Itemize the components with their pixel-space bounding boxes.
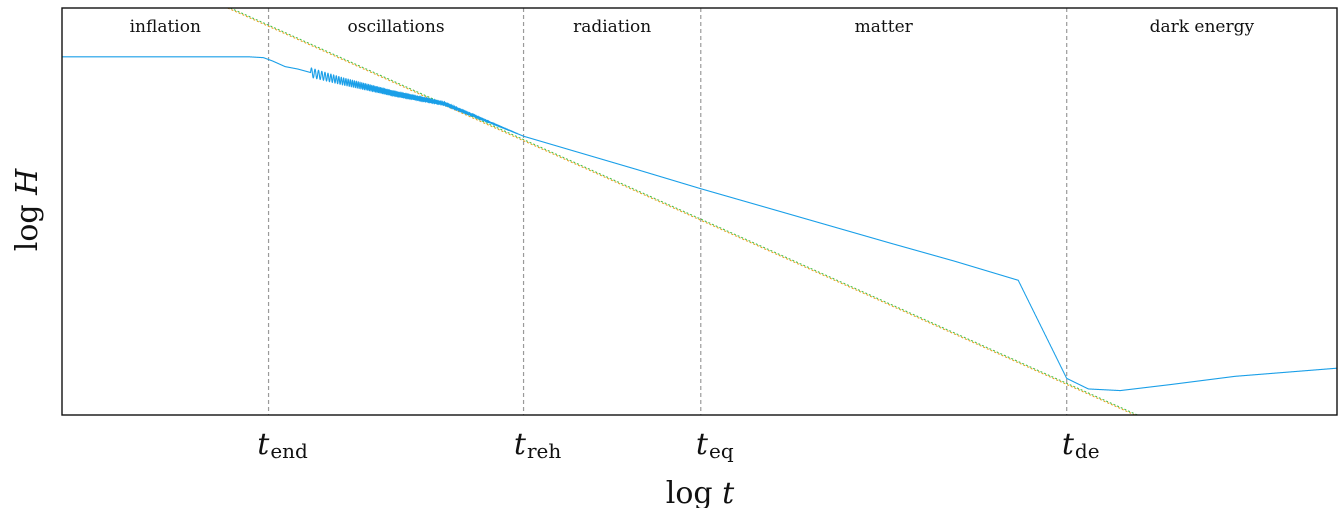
x-axis-label: log t: [666, 476, 735, 508]
tick-label-eq: teq: [696, 427, 734, 463]
tick-label-de: tde: [1062, 427, 1100, 463]
axes-frame: [61, 7, 1338, 416]
tick-label-end: tend: [257, 427, 308, 463]
region-label-dark-energy: dark energy: [1150, 17, 1255, 37]
label-layer: inflation oscillations radiation matter dark…: [130, 17, 1255, 463]
region-label-inflation: inflation: [130, 17, 201, 37]
reference-line-2: [227, 8, 1137, 415]
plot-area: [61, 7, 1338, 416]
tick-label-reh: treh: [514, 427, 561, 463]
region-label-oscillations: oscillations: [347, 17, 444, 37]
hubble-curve: [62, 56, 1337, 392]
region-label-radiation: radiation: [573, 17, 651, 37]
region-label-matter: matter: [855, 17, 914, 37]
y-axis-label: log H: [10, 168, 45, 251]
series-group: [62, 8, 1337, 415]
reference-line-1: [230, 8, 1139, 415]
